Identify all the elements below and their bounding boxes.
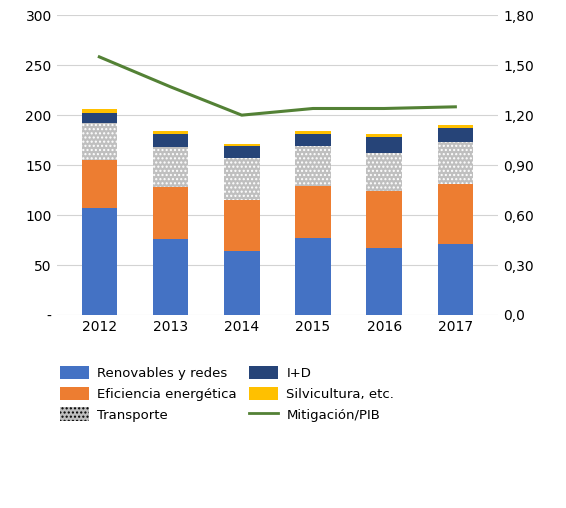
Bar [82,208,117,315]
Bar [295,146,331,186]
Bar [438,128,473,142]
Bar [224,146,260,158]
Bar [438,125,473,128]
Bar [82,123,117,160]
Bar [82,113,117,123]
Bar [224,251,260,315]
Legend: Renovables y redes, Eficiencia energética, Transporte, I+D, Silvicultura, etc., : Renovables y redes, Eficiencia energétic… [54,361,400,427]
Bar [82,109,117,113]
Bar [438,142,473,184]
Bar [224,200,260,251]
Bar [366,137,402,153]
Bar [295,131,331,134]
Bar [153,187,188,239]
Bar [438,184,473,244]
Bar [224,144,260,146]
Bar [153,134,188,147]
Bar [438,244,473,315]
Bar [153,147,188,187]
Bar [295,186,331,238]
Bar [82,160,117,208]
Bar [366,153,402,191]
Bar [153,131,188,134]
Bar [295,238,331,315]
Bar [295,134,331,146]
Bar [366,134,402,137]
Bar [366,248,402,315]
Bar [366,191,402,248]
Bar [224,158,260,200]
Bar [153,239,188,315]
